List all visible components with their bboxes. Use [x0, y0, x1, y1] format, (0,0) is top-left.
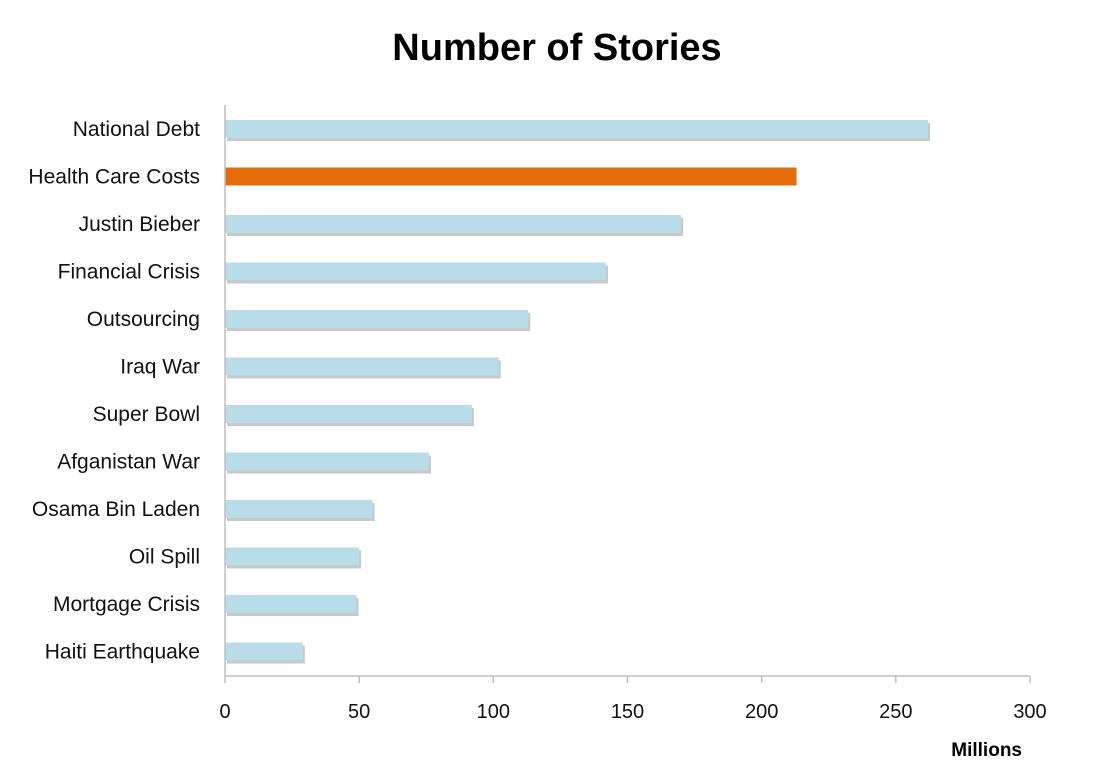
category-label: Afganistan War: [57, 451, 200, 474]
axes-layer: [224, 105, 1030, 677]
bar: [225, 595, 357, 613]
category-label: Outsourcing: [87, 308, 200, 331]
category-label: Iraq War: [120, 356, 200, 379]
category-label: Health Care Costs: [28, 166, 200, 189]
x-tick-label: 100: [477, 701, 510, 723]
category-label: Super Bowl: [93, 403, 200, 426]
bar: [225, 215, 682, 233]
category-label: Haiti Earthquake: [45, 641, 200, 664]
bar: [225, 452, 429, 471]
x-axis-ticks: 0 50 100 150 200 250 300: [219, 676, 1047, 723]
category-label: Justin Bieber: [79, 213, 200, 236]
bar: [225, 405, 472, 423]
x-tick-label: 300: [1013, 701, 1046, 723]
category-label: Osama Bin Laden: [32, 498, 200, 521]
bar: [225, 262, 607, 281]
bar-highlighted: [225, 167, 797, 186]
bar: [225, 642, 303, 661]
category-label: Oil Spill: [129, 546, 200, 569]
bar: [225, 310, 529, 328]
x-tick-label: 150: [611, 701, 644, 723]
bar: [225, 357, 499, 376]
x-axis-unit-label: Millions: [951, 740, 1022, 761]
bars-layer: [225, 120, 931, 664]
bar: [225, 120, 929, 138]
chart-title: Number of Stories: [392, 27, 721, 69]
category-label: Mortgage Crisis: [53, 593, 200, 616]
x-tick-label: 0: [219, 701, 230, 723]
category-label: Financial Crisis: [58, 261, 200, 284]
category-labels: National Debt Health Care Costs Justin Bie…: [28, 118, 200, 664]
category-label: National Debt: [73, 118, 200, 141]
bar: [225, 500, 373, 518]
bar: [225, 547, 360, 566]
x-tick-label: 200: [745, 701, 778, 723]
x-tick-label: 250: [879, 701, 912, 723]
x-tick-label: 50: [348, 701, 370, 723]
